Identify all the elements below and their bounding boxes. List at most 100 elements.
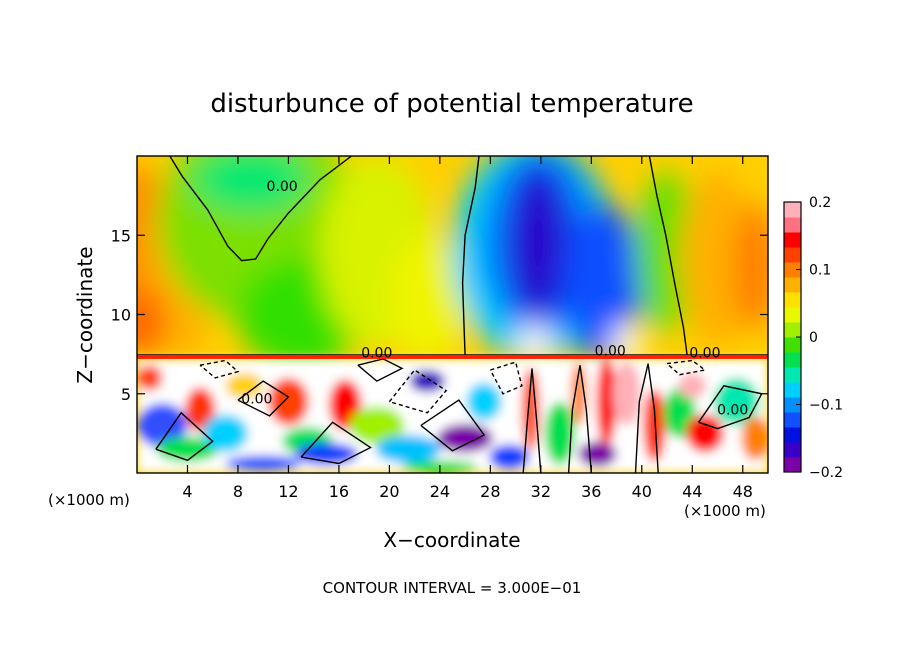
contour-line-negative <box>388 369 448 414</box>
field-blob <box>375 434 442 464</box>
contour-line-negative <box>666 359 707 376</box>
x-axis-ticks: 4 8 12 16 20 24 28 32 36 40 44 48 <box>182 156 753 501</box>
field-blob <box>155 436 220 462</box>
colorbar-segment <box>784 322 801 338</box>
contour-line <box>420 399 486 452</box>
colorbar-segment <box>784 202 801 218</box>
interface-band <box>137 354 768 359</box>
y-tick-label: 5 <box>121 385 131 404</box>
field-blob <box>611 322 642 364</box>
lower-field <box>137 357 768 473</box>
field-blob <box>519 322 550 364</box>
field-blob <box>732 203 768 331</box>
field-blob <box>137 403 188 448</box>
field-blob <box>389 235 466 363</box>
field-blob <box>193 156 308 212</box>
contour-label: 0.00 <box>241 391 272 407</box>
y-tick-label: 10 <box>111 306 131 325</box>
field-blob <box>137 365 163 391</box>
field-blob <box>225 455 302 472</box>
field-blob <box>612 362 641 426</box>
colorbar-segment <box>784 427 801 443</box>
colorbar-segment <box>784 292 801 308</box>
field-blob <box>566 203 642 363</box>
contour-line <box>155 411 214 462</box>
field-blob <box>294 442 358 466</box>
colorbar-ticks: 0.2 0.1 0 −0.1 −0.2 <box>796 195 843 481</box>
contour-label: 0.00 <box>717 402 748 418</box>
field-blob <box>544 401 575 466</box>
upper-field <box>137 156 768 370</box>
field-blob <box>268 377 309 426</box>
x-tick-label: 8 <box>233 482 243 501</box>
x-tick-label: 28 <box>480 482 500 501</box>
field-blob <box>518 176 559 310</box>
colorbar-segment <box>784 262 801 278</box>
field-blob <box>713 377 760 426</box>
field-blob <box>349 406 405 445</box>
contour-line <box>648 156 688 356</box>
field-blob <box>437 423 493 453</box>
contour-line <box>357 358 404 382</box>
colorbar-segment <box>784 217 801 233</box>
contour-lines <box>137 156 768 473</box>
field-blob <box>643 388 666 462</box>
colorbar-tick-label: 0 <box>809 330 818 346</box>
y-axis-label: Z−coordinate <box>73 246 97 383</box>
colorbar-segment <box>784 232 801 248</box>
contour-line <box>461 156 480 356</box>
field-blob <box>596 357 617 447</box>
contour-line <box>237 380 290 417</box>
x-axis-label: X−coordinate <box>383 528 520 552</box>
x-tick-label: 40 <box>632 482 652 501</box>
contour-label: 0.00 <box>595 344 626 360</box>
field-blob <box>184 387 216 432</box>
x-tick-label: 16 <box>329 482 349 501</box>
x-tick-label: 24 <box>430 482 450 501</box>
contour-line <box>522 368 542 473</box>
x-unit-label-left: (×1000 m) <box>48 491 130 509</box>
colorbar-segment <box>784 277 801 293</box>
field-blob <box>409 369 445 393</box>
field-blob <box>225 373 264 399</box>
x-tick-label: 44 <box>682 482 702 501</box>
chart-title: disturbunce of potential temperature <box>210 89 693 119</box>
contour-line <box>567 365 592 473</box>
colorbar-tick-label: −0.2 <box>809 465 843 481</box>
x-tick-label: 4 <box>182 482 192 501</box>
contour-label: 0.00 <box>361 345 392 361</box>
colorbar <box>783 201 802 473</box>
contour-line-negative <box>489 361 523 395</box>
colorbar-segment <box>784 382 801 398</box>
field-blob <box>685 414 724 453</box>
colorbar-tick-label: 0.1 <box>809 263 831 279</box>
colorbar-segment <box>784 307 801 323</box>
x-tick-label: 12 <box>278 482 298 501</box>
contour-line <box>698 385 763 430</box>
field-blob <box>137 287 165 358</box>
field-blob <box>741 415 768 461</box>
colorbar-tick-label: 0.2 <box>809 195 831 211</box>
plot-area <box>137 156 768 473</box>
field-blob <box>466 382 502 421</box>
colorbar-segment <box>784 397 801 413</box>
x-tick-label: 48 <box>733 482 753 501</box>
colorbar-segment <box>784 247 801 263</box>
colorbar-segment <box>784 367 801 383</box>
field-blob <box>679 171 756 347</box>
field-blob <box>678 373 707 399</box>
field-blob <box>578 441 617 467</box>
field-blob <box>489 444 530 470</box>
contour-interval-footer: CONTOUR INTERVAL = 3.000E−01 <box>323 579 582 597</box>
y-tick-label: 15 <box>111 226 131 245</box>
contour-line-negative <box>199 359 240 379</box>
z-unit-label-right: (×1000 m) <box>684 502 766 520</box>
contour-label: 0.00 <box>267 179 298 195</box>
contour-line <box>169 156 352 262</box>
colorbar-segment <box>784 352 801 368</box>
colorbar-segment <box>784 457 801 473</box>
colorbar-segment <box>784 442 801 458</box>
contour-line <box>300 421 372 465</box>
contour-label: 0.00 <box>689 345 720 361</box>
y-axis-ticks: 5 10 15 <box>111 226 768 404</box>
